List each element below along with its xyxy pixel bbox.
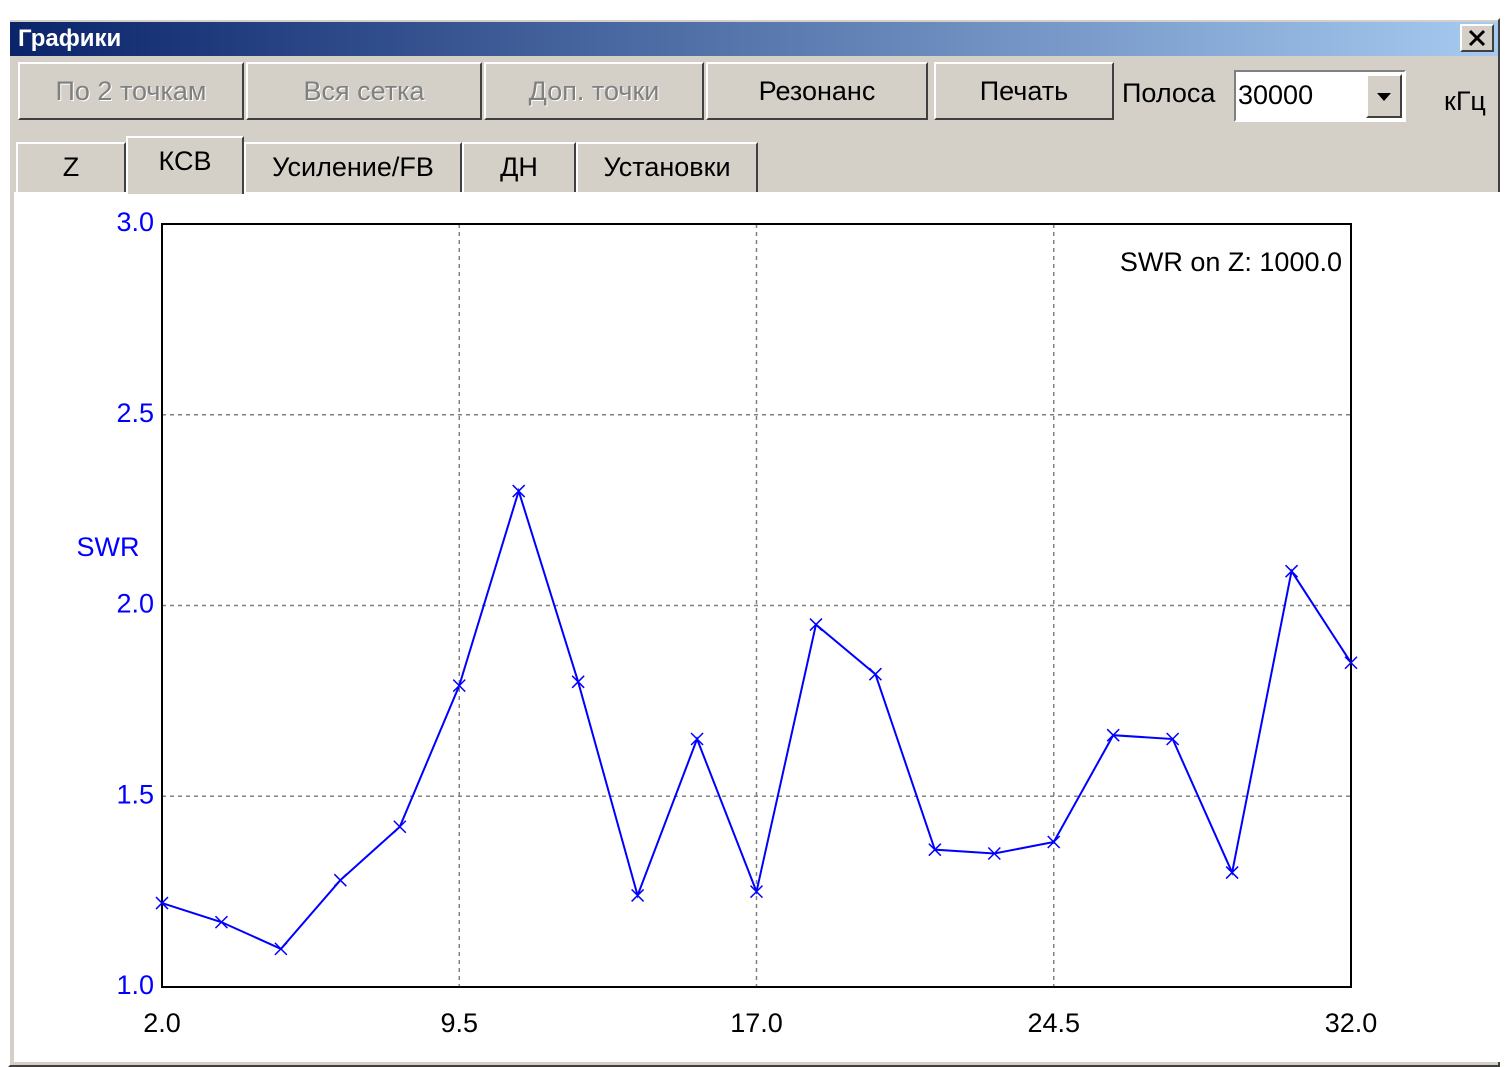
x-tick-label: 24.5 (1027, 1008, 1080, 1038)
marker (512, 484, 526, 498)
x-tick-label: 2.0 (143, 1008, 181, 1038)
tab[interactable]: ДН (462, 142, 576, 192)
marker (1106, 728, 1120, 742)
x-tick-label: 9.5 (440, 1008, 478, 1038)
marker (155, 896, 169, 910)
title-bar: Графики (10, 22, 1498, 56)
chart-panel: SWR SWR on Z: 1000.0 1.0 1.5 2.0 2.5 3.0 2.0 9… (14, 192, 1500, 1062)
band-unit: кГц (1444, 86, 1486, 116)
tab[interactable]: Усиление/FB (244, 142, 462, 192)
toolbar-button[interactable]: Печать (934, 62, 1114, 120)
marker (571, 675, 585, 689)
y-axis-label: SWR (77, 532, 140, 562)
marker (690, 732, 704, 746)
close-button[interactable] (1460, 24, 1494, 52)
marker (809, 618, 823, 632)
x-tick-label: 32.0 (1325, 1008, 1378, 1038)
marker (928, 843, 942, 857)
tab[interactable]: КСВ (126, 136, 244, 194)
toolbar-button[interactable]: Резонанс (706, 62, 928, 120)
toolbar-button: Вся сетка (246, 62, 482, 120)
marker (452, 679, 466, 693)
marker (868, 667, 882, 681)
y-tick-label: 1.0 (116, 970, 154, 1000)
marker (214, 915, 228, 929)
marker (749, 885, 764, 899)
y-tick-label: 1.5 (116, 779, 154, 809)
close-icon (1468, 29, 1486, 47)
marker (1225, 866, 1239, 880)
annotation: SWR on Z: 1000.0 (1120, 247, 1342, 277)
tab[interactable]: Z (16, 142, 126, 192)
marker (1047, 835, 1061, 849)
plot-frame (161, 223, 1352, 988)
marker (1285, 564, 1299, 578)
y-tick-label: 3.0 (116, 207, 154, 237)
combo-arrow[interactable] (1366, 74, 1402, 118)
tab[interactable]: Установки (576, 142, 758, 192)
arrow-icon (1377, 93, 1391, 101)
marker (333, 873, 347, 887)
marker (1166, 732, 1180, 746)
toolbar-button: По 2 точкам (18, 62, 244, 120)
chart: SWR SWR on Z: 1000.0 1.0 1.5 2.0 2.5 3.0 2.0 9… (77, 207, 1378, 1038)
x-tick-label: 17.0 (730, 1008, 783, 1038)
marker (631, 888, 645, 902)
toolbar-button: Доп. точки (484, 62, 704, 120)
marker (987, 846, 1001, 861)
y-tick-label: 2.5 (116, 398, 154, 428)
marker (1344, 656, 1358, 670)
y-tick-label: 2.0 (116, 589, 154, 619)
band-label: Полоса (1122, 78, 1216, 108)
marker (393, 820, 407, 834)
marker (274, 942, 288, 956)
